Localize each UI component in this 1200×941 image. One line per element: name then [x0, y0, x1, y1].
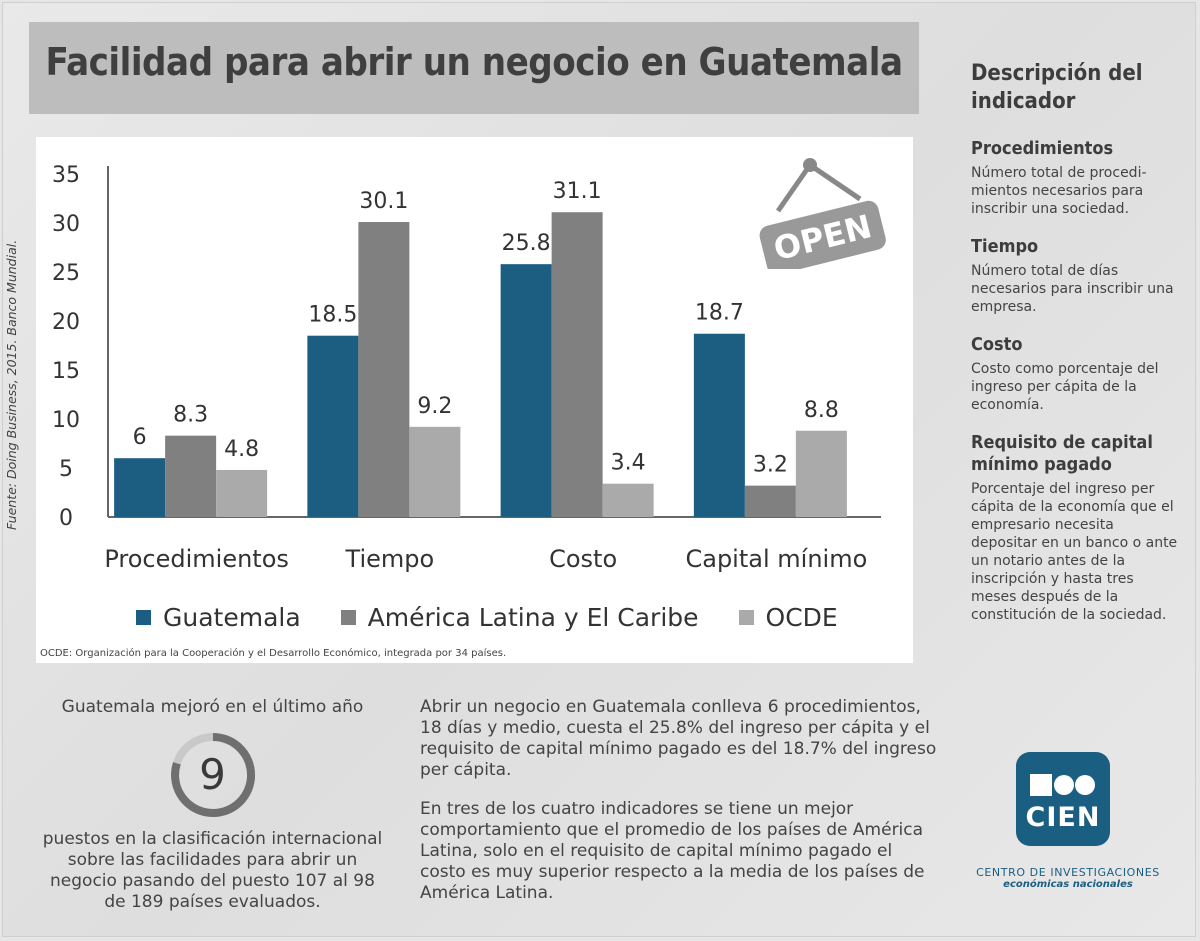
legend-swatch [136, 610, 151, 625]
cien-logo: CIEN [1016, 752, 1110, 846]
side-item-costo: Costo Costo como porcentaje del ingreso … [971, 334, 1181, 414]
legend-label: América Latina y El Caribe [367, 603, 699, 632]
side-item-procedimientos: Procedimientos Número total de procedi-m… [971, 138, 1181, 218]
chart-footnote: OCDE: Organización para la Cooperación y… [40, 648, 507, 659]
side-title: Descripción del indicador [971, 61, 1143, 114]
legend-item-latam: América Latina y El Caribe [340, 603, 699, 632]
side-item-tiempo: Tiempo Número total de días necesarios p… [971, 236, 1181, 316]
y-tick-label: 10 [52, 408, 80, 433]
source-note: Fuente: Doing Business, 2015. Banco Mund… [4, 239, 19, 530]
legend-item-ocde: OCDE [738, 603, 838, 632]
bar-guatemala-2 [500, 264, 552, 517]
improvement-heading: Guatemala mejoró en el último año [61, 697, 364, 717]
bar-guatemala-0 [114, 458, 166, 517]
summary: Abrir un negocio en Guatemala conlleva 6… [420, 697, 940, 922]
improvement-text: puestos en la clasificación internaciona… [42, 829, 383, 912]
side-item-title: Costo [971, 334, 1023, 355]
bar-am-rica-latina-y-el-caribe-0 [165, 435, 217, 517]
legend-swatch [340, 610, 356, 625]
legend-label: Guatemala [163, 603, 301, 632]
logo-text: CIEN [1025, 802, 1101, 833]
bar-data-label: 8.3 [173, 403, 208, 428]
bar-data-label: 4.8 [224, 437, 259, 462]
bar-data-label: 8.8 [804, 398, 839, 423]
ranking-gauge: 9 [169, 731, 257, 819]
ring-icon [170, 733, 255, 817]
side-item-title: Requisito de capital mínimo pagado [971, 432, 1153, 475]
bar-ocde-0 [216, 469, 268, 517]
indicator-description: Descripción del indicador Procedimientos… [971, 60, 1181, 642]
ranking-value: 9 [199, 750, 226, 799]
side-item-title: Tiempo [971, 236, 1039, 257]
summary-paragraph: Abrir un negocio en Guatemala conlleva 6… [420, 697, 937, 780]
side-item-text: Número total de días necesarios para ins… [971, 263, 1174, 315]
bar-guatemala-3 [693, 333, 745, 517]
bar-guatemala-1 [307, 335, 359, 517]
y-tick-label: 20 [52, 310, 80, 335]
y-tick-label: 0 [59, 506, 73, 531]
bar-ocde-3 [795, 430, 847, 517]
y-tick-label: 5 [59, 457, 73, 482]
logo-blocks-icon [1030, 774, 1095, 796]
bar-ocde-1 [409, 426, 461, 517]
legend-label: OCDE [765, 603, 838, 632]
side-item-title: Procedimientos [971, 138, 1114, 159]
chart-legend: Guatemala América Latina y El Caribe OCD… [136, 603, 838, 632]
bar-am-rica-latina-y-el-caribe-2 [551, 212, 603, 517]
y-tick-label: 15 [52, 359, 80, 384]
open-sign-icon: OPEN [756, 149, 906, 275]
page-title: Facilidad para abrir un negocio en Guate… [45, 40, 903, 84]
side-item-text: Número total de procedi-mientos necesari… [971, 165, 1147, 217]
bar-data-label: 18.7 [695, 301, 744, 326]
organization-name: CENTRO DE INVESTIGACIONES económicas nac… [968, 866, 1168, 890]
org-line-2: económicas nacionales [1003, 879, 1133, 890]
bar-data-label: 25.8 [502, 231, 551, 256]
bar-chart: 0 5 10 15 20 25 30 35 6 8.3 4.8 Procedimientos 18.5 3… [52, 163, 881, 573]
side-item-capital: Requisito de capital mínimo pagado Porce… [971, 432, 1181, 624]
improvement-box: Guatemala mejoró en el último año 9 pues… [40, 697, 385, 913]
bar-data-label: 18.5 [308, 303, 357, 328]
x-tick-label: Costo [549, 545, 617, 573]
title-bar: Facilidad para abrir un negocio en Guate… [29, 22, 919, 114]
legend-swatch [738, 610, 754, 625]
x-tick-label: Capital mínimo [685, 545, 867, 573]
legend-item-guatemala: Guatemala [136, 603, 301, 632]
bar-am-rica-latina-y-el-caribe-3 [744, 485, 796, 517]
bar-data-label: 30.1 [359, 189, 408, 214]
bar-data-label: 6 [133, 425, 147, 450]
bar-am-rica-latina-y-el-caribe-1 [358, 222, 410, 517]
bar-ocde-2 [602, 483, 654, 517]
chart-panel: 0 5 10 15 20 25 30 35 6 8.3 4.8 Procedimientos 18.5 3… [36, 137, 913, 663]
y-tick-label: 30 [52, 212, 80, 237]
bar-data-label: 31.1 [553, 179, 602, 204]
x-tick-label: Tiempo [345, 545, 435, 573]
y-tick-label: 25 [52, 261, 80, 286]
bar-data-label: 3.2 [753, 453, 788, 478]
org-line-1: CENTRO DE INVESTIGACIONES [976, 866, 1160, 879]
side-item-text: Porcentaje del ingreso per cápita de la … [971, 481, 1178, 623]
bar-data-label: 9.2 [417, 394, 452, 419]
bar-data-label: 3.4 [611, 451, 646, 476]
x-tick-label: Procedimientos [104, 545, 289, 573]
y-tick-label: 35 [52, 163, 80, 188]
summary-paragraph: En tres de los cuatro indicadores se tie… [420, 799, 925, 903]
side-item-text: Costo como porcentaje del ingreso per cá… [971, 361, 1159, 413]
